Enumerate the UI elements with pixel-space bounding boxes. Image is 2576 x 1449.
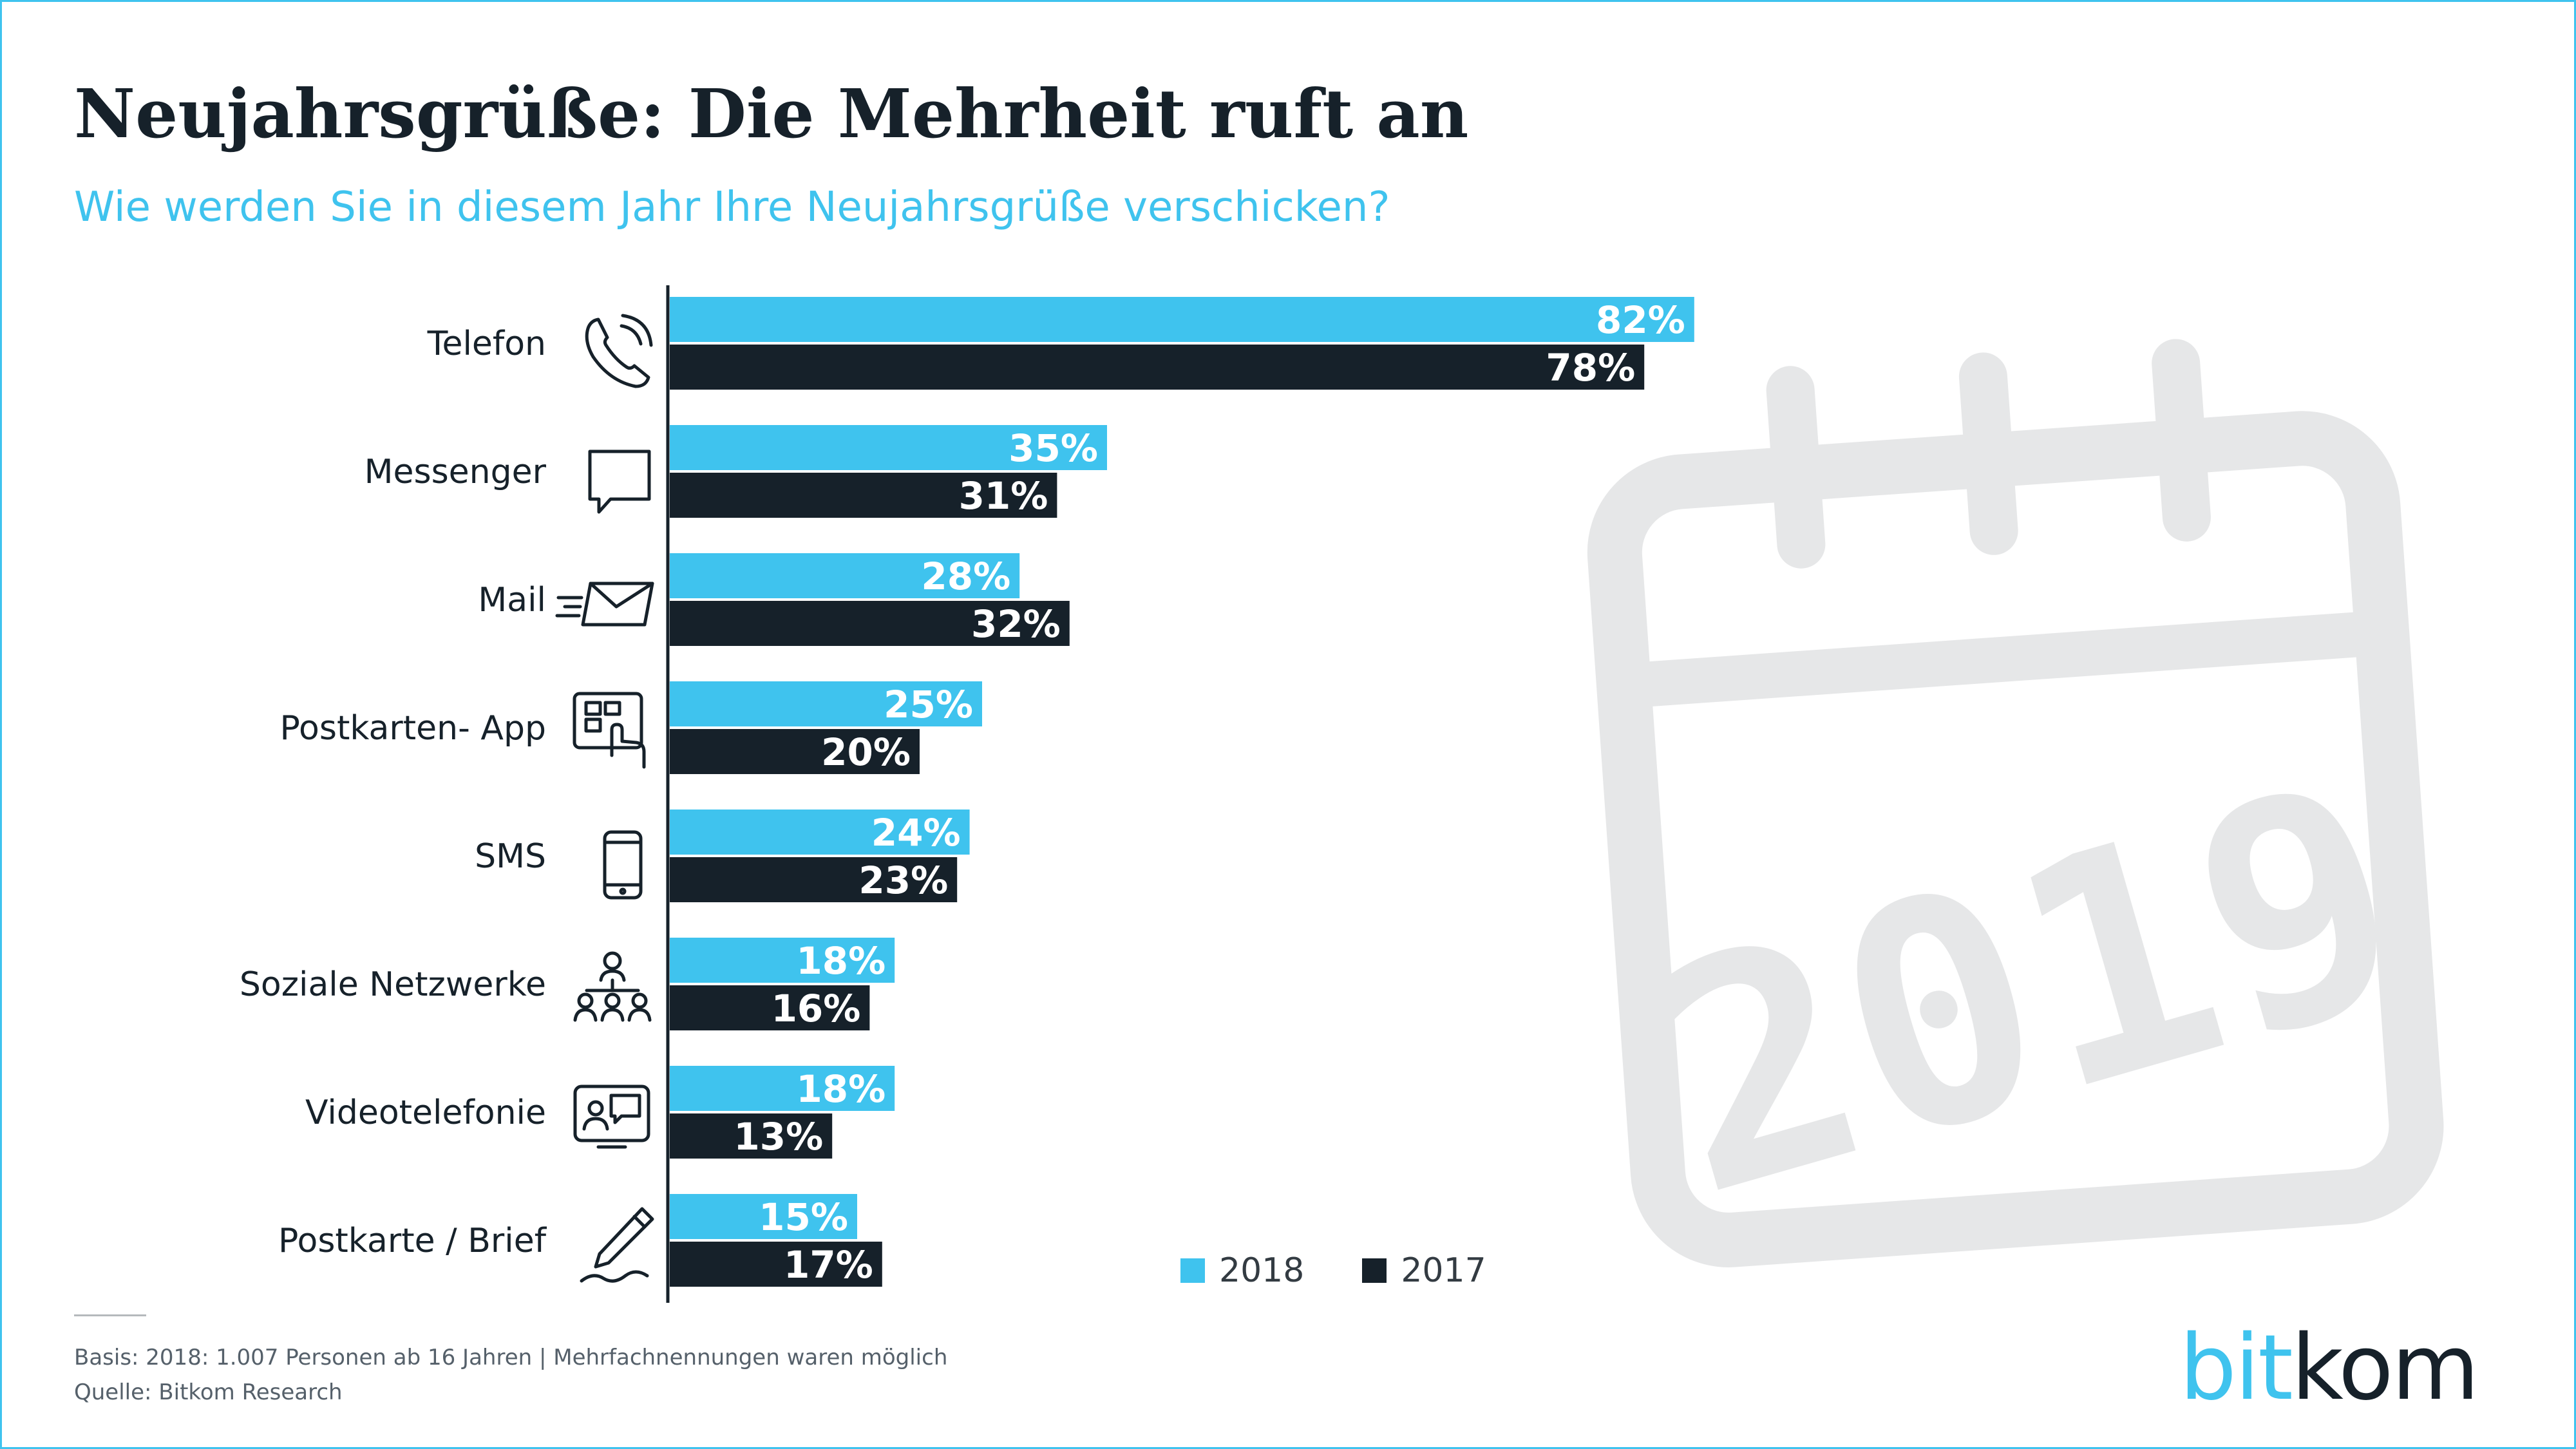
value-label: 32%	[971, 602, 1061, 646]
calendar-ring	[1766, 366, 1826, 569]
bar-2017	[670, 473, 1057, 518]
value-label: 35%	[1009, 426, 1098, 470]
category-label: SMS	[475, 837, 546, 876]
bar-2017	[670, 1113, 833, 1159]
bar-2018	[670, 681, 982, 726]
legend-swatch-2017	[1362, 1258, 1387, 1283]
chart-title: Neujahrsgrüße: Die Mehrheit ruft an	[74, 74, 1469, 153]
bar-2017	[670, 1242, 882, 1287]
bar-2017	[670, 985, 870, 1030]
phone-icon	[585, 314, 653, 388]
value-label: 28%	[921, 554, 1010, 598]
bitkom-logo: bitkom	[2179, 1316, 2479, 1421]
value-label: 82%	[1596, 298, 1685, 342]
legend-swatch-2018	[1180, 1258, 1205, 1283]
value-label: 24%	[871, 811, 961, 855]
pen-writing-icon	[580, 1207, 654, 1283]
tablet-touch-icon	[573, 692, 646, 769]
value-label: 31%	[959, 474, 1048, 518]
bar-2017	[670, 601, 1070, 646]
logo-part-bit: bit	[2179, 1316, 2293, 1421]
calendar-ring	[2152, 339, 2211, 542]
value-label: 20%	[821, 730, 911, 774]
legend-label: 2018	[1219, 1251, 1305, 1290]
bar-2018	[670, 810, 970, 855]
calendar-icon: 2019	[1587, 339, 2444, 1267]
footer-notes: Basis: 2018: 1.007 Personen ab 16 Jahren…	[74, 1340, 947, 1410]
legend-item-2018: 2018	[1180, 1251, 1304, 1290]
chart-subtitle: Wie werden Sie in diesem Jahr Ihre Neuja…	[74, 184, 1390, 231]
logo-part-kom: kom	[2291, 1316, 2479, 1421]
calendar-ring	[1958, 352, 2018, 555]
video-call-icon	[573, 1084, 650, 1149]
value-label: 15%	[759, 1195, 848, 1239]
category-label: Postkarten- App	[280, 709, 546, 748]
footer-divider	[74, 1314, 146, 1316]
mail-icon	[555, 582, 654, 627]
bar-2017	[670, 729, 920, 774]
value-label: 18%	[796, 939, 886, 983]
category-label: Videotelefonie	[305, 1094, 546, 1132]
bar-2018	[670, 553, 1020, 598]
value-label: 25%	[884, 683, 973, 726]
bar-2018	[670, 297, 1694, 342]
legend: 2018 2017	[1180, 1251, 1486, 1290]
bar-2018	[670, 1194, 857, 1239]
bar-2018	[670, 425, 1107, 470]
chat-bubble-icon	[588, 450, 651, 514]
category-label: Mail	[478, 581, 546, 620]
bar-2017	[670, 857, 958, 902]
category-label: Telefon	[427, 325, 546, 363]
value-label: 23%	[858, 858, 948, 902]
legend-label: 2017	[1401, 1251, 1486, 1290]
smartphone-icon	[603, 830, 643, 900]
bar-2018	[670, 938, 895, 983]
value-label: 18%	[796, 1067, 886, 1111]
value-label: 13%	[734, 1115, 823, 1159]
bar-2018	[670, 1066, 895, 1111]
source-note: Quelle: Bitkom Research	[74, 1379, 343, 1405]
calendar-header-line	[1622, 610, 2384, 708]
category-label: Postkarte / Brief	[278, 1222, 547, 1260]
category-label: Messenger	[365, 453, 547, 491]
legend-item-2017: 2017	[1362, 1251, 1486, 1290]
value-label: 16%	[772, 987, 861, 1030]
value-label: 17%	[784, 1243, 873, 1287]
category-label: Soziale Netzwerke	[240, 965, 546, 1004]
value-label: 78%	[1546, 346, 1635, 390]
bar-2017	[670, 345, 1645, 390]
social-network-icon	[573, 951, 652, 1022]
basis-note: Basis: 2018: 1.007 Personen ab 16 Jahren…	[74, 1345, 948, 1370]
